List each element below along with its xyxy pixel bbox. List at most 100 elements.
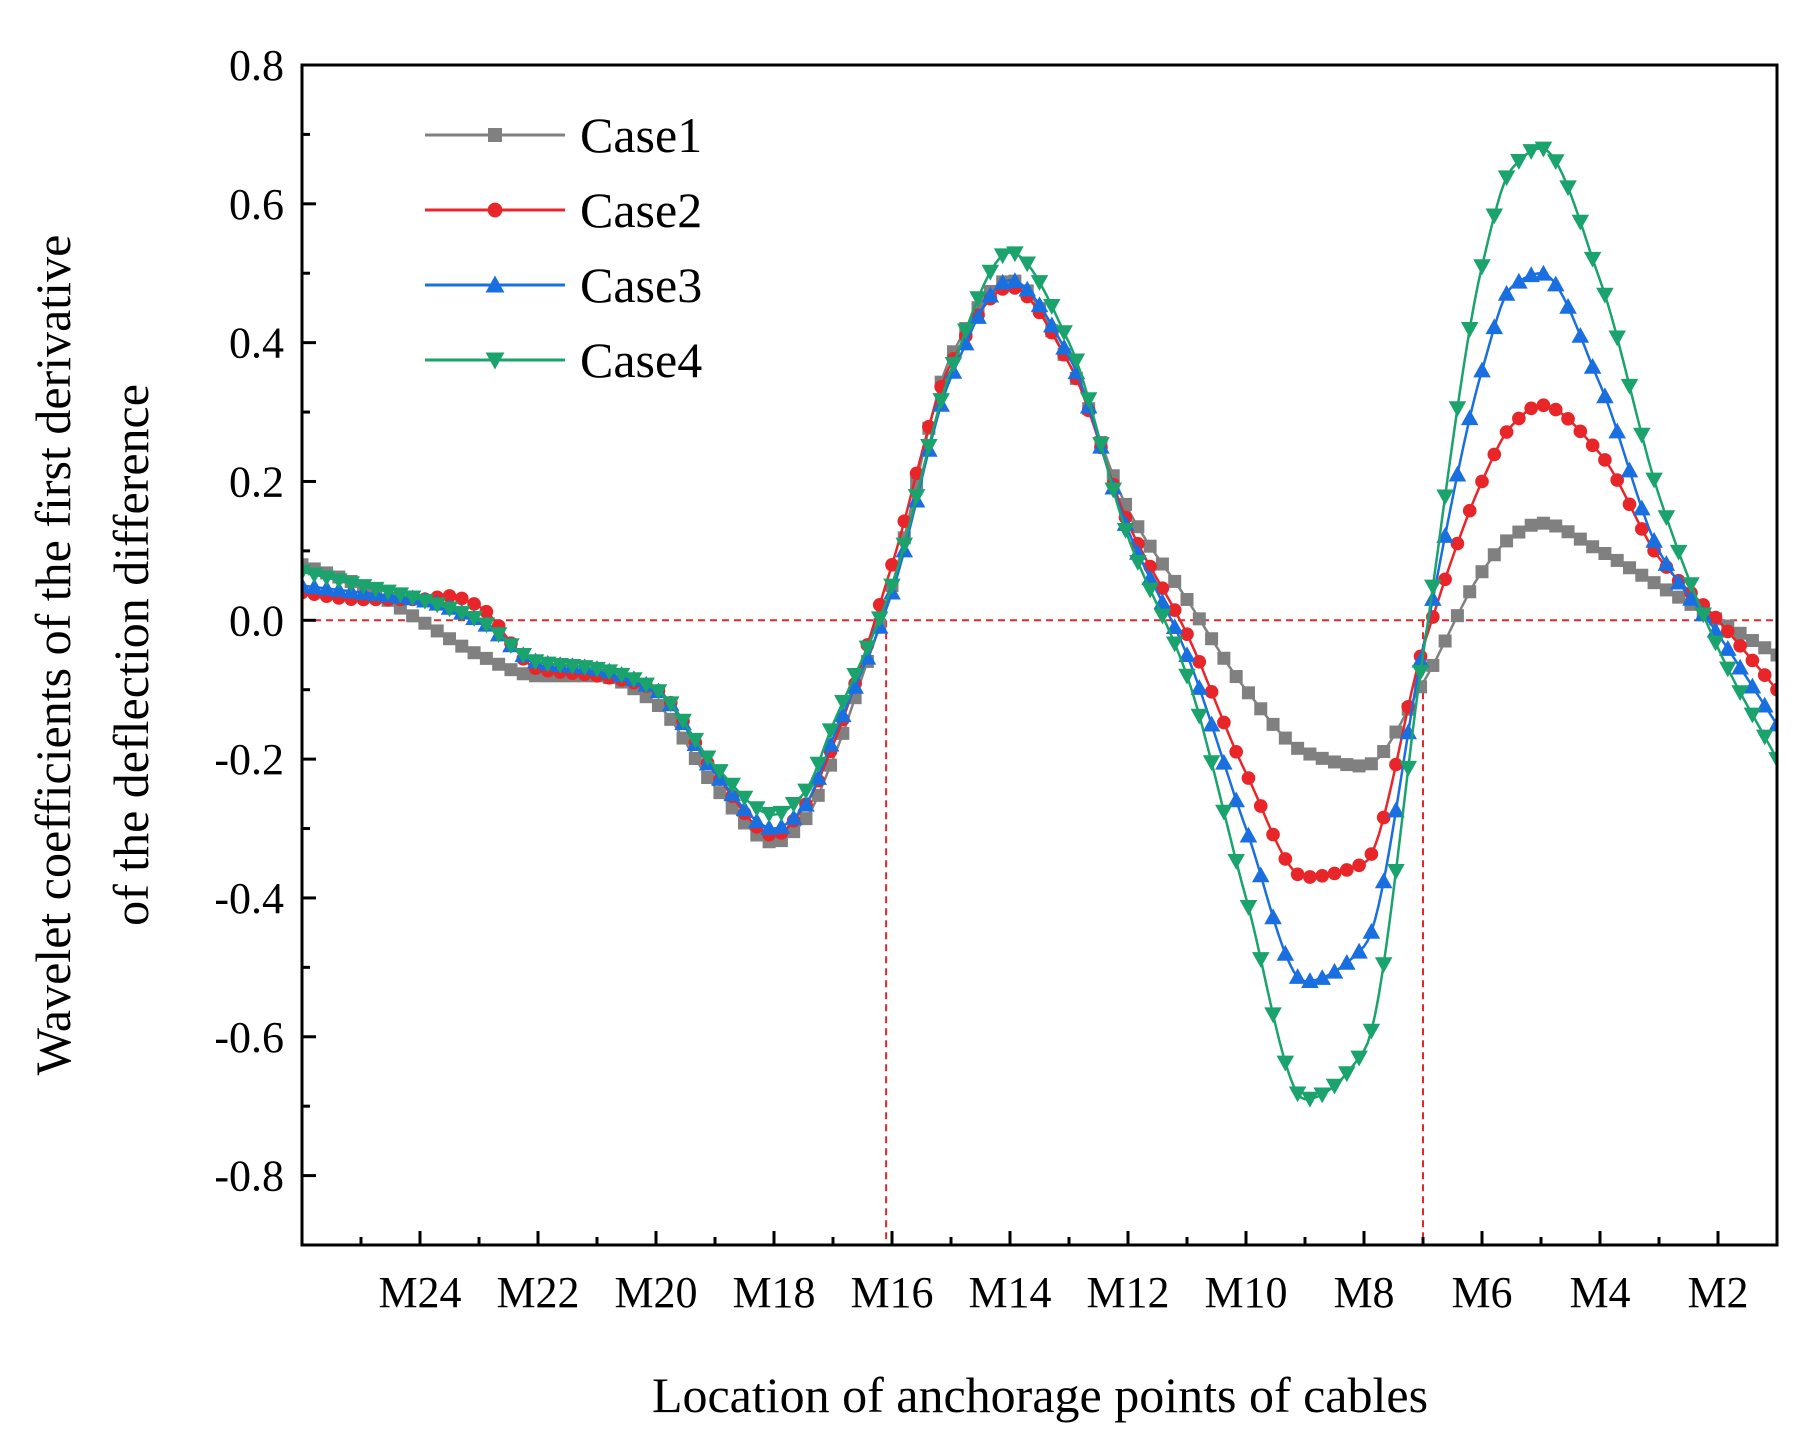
data-point-case3 (760, 819, 778, 835)
data-point-case4 (637, 677, 655, 694)
x-tick-label: M16 (850, 1268, 933, 1317)
data-point-case4 (661, 696, 680, 713)
data-point-case4 (723, 777, 741, 794)
data-point-case1 (1291, 741, 1305, 755)
data-point-case1 (1303, 747, 1317, 761)
y-tick-label: -0.6 (214, 1013, 284, 1062)
data-point-case4 (1485, 208, 1504, 225)
x-tick-label: M2 (1687, 1268, 1748, 1317)
legend-marker (485, 275, 505, 293)
data-point-case3 (1190, 679, 1209, 695)
data-point-case4 (846, 667, 864, 684)
data-point-case4 (1620, 378, 1639, 395)
data-point-case2 (1610, 473, 1625, 487)
data-point-case4 (575, 660, 594, 676)
data-point-case4 (993, 248, 1012, 265)
data-point-case4 (797, 783, 815, 800)
legend: Case1 Case2 Case3 Case4 (425, 107, 702, 388)
data-point-case1 (467, 646, 481, 660)
data-point-case3 (735, 800, 754, 817)
legend-item-case1: Case1 (425, 107, 702, 163)
data-point-case2 (1536, 398, 1551, 413)
data-point-case2 (1585, 438, 1600, 453)
data-point-case3 (1165, 618, 1184, 635)
data-point-case4 (1424, 579, 1442, 596)
data-point-case1 (713, 786, 727, 800)
data-point-case2 (1462, 503, 1477, 518)
data-point-case2 (1192, 654, 1207, 669)
data-point-case1 (1598, 547, 1612, 561)
data-point-case4 (883, 578, 901, 595)
data-point-case3 (1657, 555, 1676, 571)
x-tick-label: M20 (614, 1268, 697, 1317)
data-point-case2 (1438, 572, 1452, 587)
data-point-case4 (686, 732, 705, 749)
data-point-case3 (1325, 962, 1344, 979)
series-line-case2 (302, 285, 1777, 879)
data-point-case2 (1266, 827, 1280, 842)
data-point-case4 (772, 805, 791, 822)
y-tick-label: 0.2 (229, 457, 284, 506)
data-point-case2 (454, 591, 469, 606)
data-point-case4 (1399, 760, 1418, 777)
data-point-case1 (1561, 525, 1575, 539)
data-point-case3 (1276, 944, 1295, 961)
data-point-case4 (698, 750, 717, 767)
data-point-case4 (649, 684, 668, 701)
data-point-case3 (1559, 297, 1577, 314)
data-point-case3 (1460, 409, 1479, 426)
data-point-case3 (1030, 296, 1049, 313)
data-point-case4 (1116, 523, 1135, 539)
data-point-case3 (305, 578, 324, 595)
data-point-case4 (1251, 952, 1270, 968)
data-point-case1 (1426, 658, 1440, 672)
data-point-case4 (944, 356, 963, 373)
data-point-case1 (1352, 759, 1366, 773)
data-point-case2 (1487, 447, 1502, 462)
data-point-case2 (1315, 869, 1330, 883)
data-point-case1 (1659, 583, 1673, 597)
data-point-case1 (639, 690, 653, 704)
data-point-case3 (1215, 753, 1233, 770)
data-point-case2 (1598, 453, 1612, 467)
y-tick-label: -0.4 (214, 874, 284, 923)
data-point-case4 (1165, 636, 1184, 653)
data-point-case4 (932, 393, 950, 409)
data-point-case3 (1055, 338, 1073, 355)
data-point-case1 (1733, 626, 1747, 640)
data-point-case2 (1745, 653, 1760, 668)
data-point-case2 (1364, 847, 1379, 861)
data-point-case1 (1438, 634, 1452, 648)
data-point-case2 (1561, 412, 1575, 426)
data-point-case1 (418, 616, 432, 630)
data-point-case2 (1339, 863, 1354, 877)
legend-label: Case4 (580, 332, 702, 388)
data-point-case1 (1168, 574, 1182, 588)
data-point-case1 (455, 639, 469, 653)
data-point-case3 (1313, 969, 1331, 985)
y-tick-label: -0.2 (214, 735, 284, 784)
data-point-case1 (738, 816, 751, 830)
data-point-case1 (1155, 557, 1169, 571)
data-point-case1 (1266, 717, 1280, 731)
data-point-case1 (1635, 568, 1649, 582)
data-point-case1 (504, 663, 518, 677)
data-point-case3 (1669, 573, 1688, 590)
data-point-case1 (1672, 590, 1686, 604)
data-point-case1 (1131, 520, 1145, 534)
data-point-case4 (895, 537, 914, 554)
data-point-case1 (1180, 592, 1194, 606)
data-point-case4 (1301, 1091, 1319, 1108)
data-point-case4 (1669, 544, 1688, 561)
data-point-case3 (1743, 677, 1762, 694)
data-point-case2 (1204, 685, 1219, 699)
data-point-case1 (1475, 565, 1489, 579)
x-tick-label: M10 (1204, 1268, 1287, 1317)
data-point-case1 (725, 801, 739, 815)
data-point-case2 (1389, 757, 1403, 772)
data-point-case3 (1338, 953, 1356, 970)
legend-marker (487, 202, 503, 218)
data-point-case4 (1731, 685, 1749, 702)
data-point-case3 (1227, 791, 1245, 808)
